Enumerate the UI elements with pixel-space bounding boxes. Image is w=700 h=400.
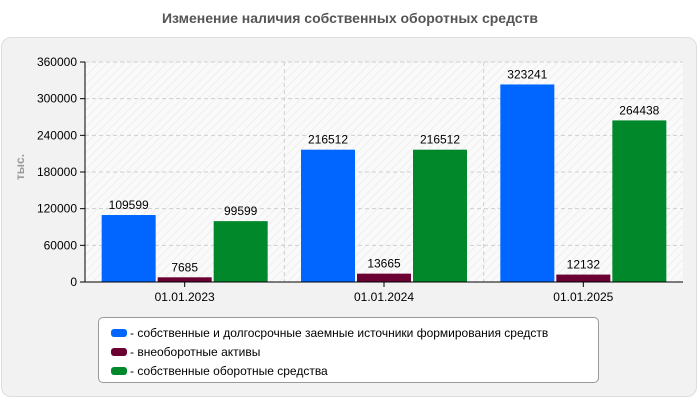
- legend-label: - внеоборотные активы: [130, 344, 261, 359]
- y-tick-label: 360000: [37, 55, 77, 69]
- bar: [357, 273, 411, 282]
- gridlines: [85, 61, 683, 282]
- legend-item-noncurrent-assets: - внеоборотные активы: [111, 342, 598, 361]
- bars: 109599 7685 99599 216512 13665 216512 323241 12…: [101, 67, 667, 282]
- data-label: 216512: [308, 133, 348, 147]
- data-label: 323241: [507, 67, 547, 81]
- plot-area: [85, 62, 683, 282]
- x-tick-label: 01.01.2023: [155, 290, 215, 304]
- data-label: 7685: [171, 260, 198, 274]
- legend-item-sources: - собственные и долгосрочные заемные ист…: [111, 323, 598, 342]
- y-tick-label: 0: [70, 275, 77, 289]
- y-tick-label: 300000: [37, 92, 77, 106]
- legend-item-working-capital: - собственные оборотные средства: [111, 361, 598, 380]
- data-label: 13665: [367, 257, 401, 271]
- y-tick-label: 60000: [44, 238, 78, 252]
- legend: - собственные и долгосрочные заемные ист…: [98, 317, 599, 383]
- legend-swatch: [111, 347, 127, 356]
- bar: [101, 215, 156, 282]
- bar: [612, 120, 667, 282]
- y-tick-label: 180000: [37, 165, 77, 179]
- bar: [213, 221, 268, 282]
- bar: [556, 274, 611, 282]
- bar: [500, 84, 555, 282]
- axes: 0 60000 120000 180000 240000 300000 360000 01.0…: [37, 55, 683, 304]
- legend-label: - собственные оборотные средства: [130, 363, 328, 378]
- legend-label: - собственные и долгосрочные заемные ист…: [130, 325, 549, 340]
- data-label: 264438: [619, 103, 659, 117]
- legend-swatch: [111, 366, 127, 375]
- x-tick-label: 01.01.2025: [553, 290, 613, 304]
- legend-swatch: [111, 328, 127, 337]
- x-tick-label: 01.01.2024: [354, 290, 414, 304]
- data-label: 109599: [109, 198, 149, 212]
- data-label: 12132: [567, 258, 601, 272]
- y-tick-label: 120000: [37, 202, 77, 216]
- y-axis-label: тыс.: [13, 154, 27, 180]
- chart-title: Изменение наличия собственных оборотных …: [161, 10, 539, 26]
- bar: [157, 277, 212, 282]
- y-tick-label: 240000: [37, 128, 77, 142]
- bar: [301, 149, 355, 282]
- data-label: 99599: [224, 204, 258, 218]
- data-label: 216512: [420, 133, 460, 147]
- bar: [413, 149, 467, 282]
